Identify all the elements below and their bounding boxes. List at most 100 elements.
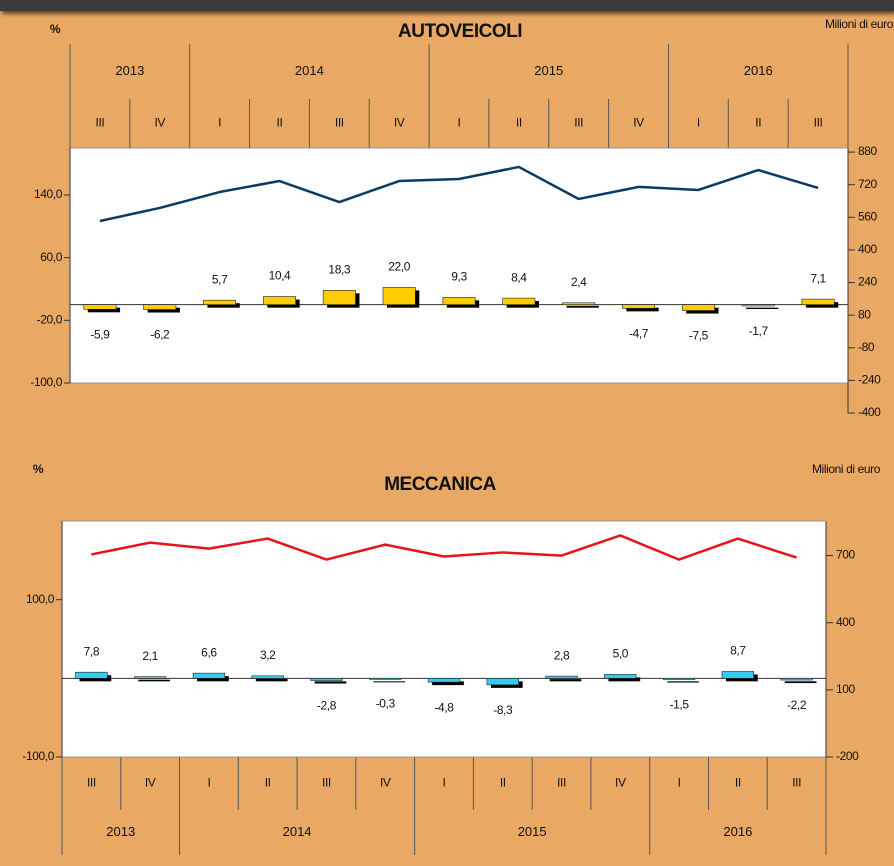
quarter-label: II: [265, 776, 271, 790]
y2-tick-label: -200: [836, 749, 859, 763]
quarter-label: I: [218, 116, 221, 130]
year-label: 2016: [744, 63, 773, 78]
value-label: -4,8: [434, 700, 454, 714]
value-label: 2,1: [142, 649, 158, 663]
y-tick-label: -100,0: [22, 749, 54, 763]
quarter-label: III: [335, 116, 344, 130]
value-label: 9,3: [451, 270, 467, 284]
bar-shadow: [147, 307, 180, 313]
bar-shadow: [197, 676, 229, 682]
year-label: 2013: [115, 63, 144, 78]
quarter-label: III: [96, 116, 105, 130]
chart-title: MECCANICA: [384, 474, 496, 495]
bar: [369, 678, 402, 680]
quarter-label: I: [697, 116, 700, 130]
bar: [442, 297, 476, 305]
value-label: 2,8: [554, 648, 570, 662]
bar: [622, 304, 655, 309]
bar: [721, 671, 755, 679]
value-label: 8,7: [730, 644, 746, 658]
plot-area: [69, 147, 849, 384]
bar: [486, 678, 519, 686]
bar-shadow: [566, 305, 599, 308]
y2-tick-label: 100: [836, 682, 856, 696]
y2-tick-label: 560: [858, 209, 878, 223]
y2-tick-label: 240: [858, 275, 878, 289]
value-label: 8,4: [511, 270, 527, 284]
quarter-label: III: [322, 776, 331, 790]
y2-tick-label: -400: [858, 405, 881, 419]
bar-shadow: [549, 679, 582, 682]
bar: [801, 298, 835, 305]
value-label: -8,3: [493, 703, 513, 717]
quarter-label: II: [500, 776, 506, 790]
y-tick-label: 140,0: [34, 187, 63, 201]
quarter-label: I: [678, 776, 681, 790]
y2-tick-label: 400: [836, 615, 856, 629]
value-label: 5,0: [613, 647, 629, 661]
year-label: 2016: [723, 824, 752, 839]
bar: [203, 299, 237, 305]
bar: [562, 302, 596, 305]
value-label: 3,2: [260, 648, 276, 662]
bar-shadow: [608, 677, 641, 682]
y2-axis-label: Milioni di euro: [812, 462, 881, 476]
quarter-label: IV: [615, 776, 626, 790]
value-label: -4,7: [629, 327, 649, 341]
quarter-label: III: [87, 776, 96, 790]
bar-shadow: [138, 679, 171, 682]
y2-axis-label: Milioni di euro: [825, 17, 894, 31]
quarter-label: I: [458, 116, 461, 130]
bar: [604, 674, 637, 679]
plot-area: [61, 520, 827, 758]
bar: [382, 287, 416, 305]
y2-tick-label: 700: [836, 548, 856, 562]
bar-shadow: [314, 681, 347, 684]
value-label: 18,3: [328, 263, 350, 277]
quarter-label: III: [557, 776, 566, 790]
y-axis-label: %: [33, 462, 44, 476]
bar-shadow: [87, 307, 121, 313]
year-label: 2014: [283, 824, 312, 839]
value-label: -6,2: [150, 328, 170, 342]
quarter-label: IV: [154, 116, 165, 130]
y-tick-label: -100,0: [30, 375, 62, 389]
bar-shadow: [667, 681, 699, 683]
bar-shadow: [432, 681, 464, 686]
line: [91, 534, 797, 561]
y2-tick-label: -240: [858, 373, 881, 387]
bar: [322, 290, 356, 305]
y-tick-label: 100,0: [26, 592, 55, 606]
bar: [75, 671, 108, 679]
quarter-label: III: [792, 776, 801, 790]
y2-tick-label: 720: [858, 177, 878, 191]
quarter-label: III: [574, 116, 583, 130]
y-axis-label: %: [50, 22, 61, 36]
y-tick-label: -20,0: [37, 313, 63, 327]
bar-shadow: [784, 681, 817, 684]
bar: [143, 304, 177, 310]
value-label: -0,3: [376, 697, 396, 711]
value-label: 7,1: [810, 271, 826, 285]
bar: [780, 678, 813, 681]
quarter-label: II: [516, 116, 522, 130]
bar: [192, 672, 226, 679]
bar-shadow: [626, 307, 659, 312]
quarter-label: IV: [145, 776, 156, 790]
y2-tick-label: 80: [858, 307, 871, 321]
value-label: -2,8: [317, 699, 337, 713]
bar: [83, 304, 117, 310]
header-strip: [0, 0, 894, 11]
value-label: 10,4: [269, 269, 291, 283]
bar: [545, 675, 578, 679]
value-label: 6,6: [201, 645, 217, 659]
bar: [502, 297, 536, 305]
line: [99, 165, 819, 223]
quarter-label: I: [443, 776, 446, 790]
quarter-label: II: [735, 776, 741, 790]
value-label: 5,7: [212, 272, 228, 286]
year-label: 2013: [106, 824, 135, 839]
bar: [310, 678, 343, 681]
value-label: 22,0: [388, 260, 410, 274]
year-label: 2015: [518, 824, 547, 839]
